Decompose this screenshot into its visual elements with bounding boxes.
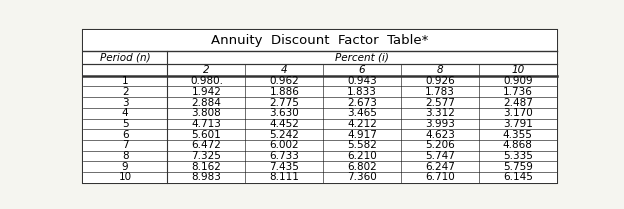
Text: 7.325: 7.325 xyxy=(192,151,222,161)
Text: 3.170: 3.170 xyxy=(503,108,533,118)
Text: 4: 4 xyxy=(122,108,129,118)
Text: 8.162: 8.162 xyxy=(192,162,222,172)
Text: 2.487: 2.487 xyxy=(503,98,533,107)
Text: 9: 9 xyxy=(122,162,129,172)
Text: 3.312: 3.312 xyxy=(425,108,455,118)
Text: 4.452: 4.452 xyxy=(270,119,299,129)
Text: Period (n): Period (n) xyxy=(100,52,150,62)
Bar xyxy=(83,76,557,87)
Text: 8.983: 8.983 xyxy=(192,172,222,182)
Bar xyxy=(83,119,557,129)
Text: 7: 7 xyxy=(122,140,129,150)
Text: 3.791: 3.791 xyxy=(503,119,533,129)
Text: 2: 2 xyxy=(122,87,129,97)
Text: 4.355: 4.355 xyxy=(503,130,533,140)
Text: Percent (i): Percent (i) xyxy=(335,52,389,62)
Bar xyxy=(83,51,557,64)
Text: 10: 10 xyxy=(119,172,132,182)
Text: 6.002: 6.002 xyxy=(270,140,299,150)
Text: 2.577: 2.577 xyxy=(425,98,455,107)
Text: 2: 2 xyxy=(203,65,210,75)
Text: 5: 5 xyxy=(122,119,129,129)
Bar xyxy=(83,172,557,183)
Text: 10: 10 xyxy=(511,65,524,75)
Text: 4: 4 xyxy=(281,65,288,75)
Bar xyxy=(83,151,557,161)
Text: 3.993: 3.993 xyxy=(425,119,455,129)
Text: 1: 1 xyxy=(122,76,129,86)
Text: 6.802: 6.802 xyxy=(347,162,377,172)
Bar xyxy=(83,140,557,151)
Text: 5.747: 5.747 xyxy=(425,151,455,161)
Text: 1.783: 1.783 xyxy=(425,87,455,97)
Text: 4.623: 4.623 xyxy=(425,130,455,140)
Bar xyxy=(83,87,557,97)
Text: Annuity  Discount  Factor  Table*: Annuity Discount Factor Table* xyxy=(211,34,429,47)
Text: 4.868: 4.868 xyxy=(503,140,533,150)
Text: 5.601: 5.601 xyxy=(192,130,222,140)
Text: 6.733: 6.733 xyxy=(270,151,299,161)
Text: 2.884: 2.884 xyxy=(192,98,222,107)
Text: 7.360: 7.360 xyxy=(347,172,377,182)
Bar xyxy=(83,161,557,172)
Text: 6: 6 xyxy=(122,130,129,140)
Text: 6.472: 6.472 xyxy=(192,140,222,150)
Text: 4.212: 4.212 xyxy=(347,119,377,129)
Text: 4.713: 4.713 xyxy=(192,119,222,129)
Text: 1.736: 1.736 xyxy=(503,87,533,97)
Text: 4.917: 4.917 xyxy=(347,130,377,140)
Text: 5.206: 5.206 xyxy=(425,140,455,150)
Text: 7.435: 7.435 xyxy=(270,162,299,172)
Bar xyxy=(83,64,557,76)
Text: 6: 6 xyxy=(359,65,366,75)
Text: 5.242: 5.242 xyxy=(270,130,299,140)
Text: 0.943: 0.943 xyxy=(347,76,377,86)
Text: 3.465: 3.465 xyxy=(347,108,377,118)
Text: 8.111: 8.111 xyxy=(270,172,299,182)
Text: 3.630: 3.630 xyxy=(270,108,299,118)
Text: 8: 8 xyxy=(437,65,443,75)
Text: 0.909: 0.909 xyxy=(503,76,533,86)
Text: 2.673: 2.673 xyxy=(347,98,377,107)
Text: 3.808: 3.808 xyxy=(192,108,222,118)
Bar xyxy=(83,129,557,140)
Text: 6.247: 6.247 xyxy=(425,162,455,172)
Text: 5.335: 5.335 xyxy=(503,151,533,161)
Text: 1.942: 1.942 xyxy=(192,87,222,97)
Text: 3: 3 xyxy=(122,98,129,107)
Text: 5.582: 5.582 xyxy=(347,140,377,150)
Text: 1.833: 1.833 xyxy=(347,87,377,97)
Bar xyxy=(83,30,557,51)
Text: 0.980.: 0.980. xyxy=(190,76,223,86)
Bar xyxy=(83,97,557,108)
Text: 6.145: 6.145 xyxy=(503,172,533,182)
Text: 8: 8 xyxy=(122,151,129,161)
Bar xyxy=(83,108,557,119)
Text: 5.759: 5.759 xyxy=(503,162,533,172)
Text: 6.210: 6.210 xyxy=(347,151,377,161)
Text: 0.962: 0.962 xyxy=(270,76,299,86)
Text: 1.886: 1.886 xyxy=(270,87,299,97)
Text: 6.710: 6.710 xyxy=(425,172,455,182)
Text: 2.775: 2.775 xyxy=(270,98,299,107)
Text: 0.926: 0.926 xyxy=(425,76,455,86)
